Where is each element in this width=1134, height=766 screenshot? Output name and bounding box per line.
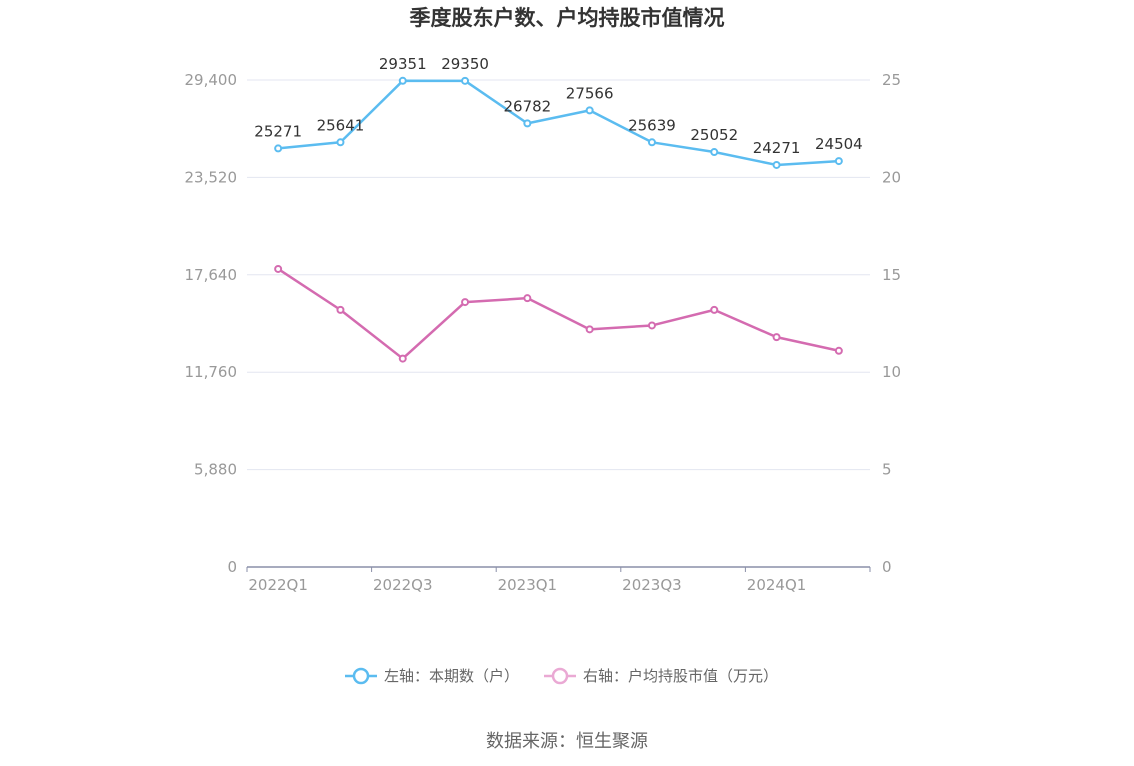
data-label: 25052 (690, 126, 738, 144)
right-tick-label: 25 (882, 71, 901, 89)
data-point[interactable] (398, 76, 407, 85)
x-axis: 2022Q1 2022Q3 2023Q1 2023Q3 2024Q1 (246, 566, 871, 594)
right-axis: 0 5 10 15 20 25 (882, 71, 901, 576)
x-tick-label: 2023Q1 (498, 576, 558, 594)
left-tick-label: 23,520 (185, 168, 238, 186)
series-layer: 25271 25641 29351 29350 26782 27566 25639 25052… (254, 55, 863, 363)
left-axis: 0 5,880 11,760 17,640 23,520 29,400 (185, 71, 238, 576)
series-line (277, 267, 840, 360)
data-point[interactable] (647, 321, 656, 330)
data-point[interactable] (647, 138, 656, 147)
data-point[interactable] (710, 305, 719, 314)
legend[interactable]: 左轴：本期数（户） 右轴：户均持股市值（万元） (345, 667, 778, 685)
left-tick-label: 29,400 (185, 71, 238, 89)
data-label: 24504 (815, 135, 863, 153)
right-tick-label: 15 (882, 266, 901, 284)
series-line (278, 79, 839, 167)
data-point[interactable] (336, 138, 345, 147)
left-tick-label: 0 (227, 558, 237, 576)
data-point[interactable] (523, 119, 532, 128)
data-point[interactable] (523, 294, 532, 303)
right-tick-label: 0 (882, 558, 892, 576)
data-label: 25639 (628, 116, 676, 134)
data-label: 24271 (753, 139, 801, 157)
data-point[interactable] (772, 160, 781, 169)
legend-label: 右轴：户均持股市值（万元） (583, 667, 778, 685)
left-tick-label: 11,760 (185, 363, 238, 381)
data-point[interactable] (461, 76, 470, 85)
legend-marker-icon (551, 667, 569, 685)
grid (247, 79, 870, 471)
right-tick-label: 20 (882, 168, 901, 186)
series-2 (274, 264, 843, 363)
data-point[interactable] (834, 346, 843, 355)
data-label: 29351 (379, 55, 427, 73)
data-label: 27566 (566, 84, 614, 102)
data-point[interactable] (336, 305, 345, 314)
data-point[interactable] (398, 354, 407, 363)
data-point[interactable] (274, 264, 283, 273)
source-note: 数据来源：恒生聚源 (486, 731, 648, 752)
legend-marker-icon (352, 667, 370, 685)
data-label: 29350 (441, 55, 489, 73)
data-label: 25271 (254, 122, 302, 140)
data-label: 25641 (317, 116, 365, 134)
x-tick-label: 2023Q3 (622, 576, 682, 594)
left-tick-label: 17,640 (185, 266, 238, 284)
legend-item-2[interactable]: 右轴：户均持股市值（万元） (544, 667, 778, 685)
series-1: 25271 25641 29351 29350 26782 27566 25639 25052… (254, 55, 863, 169)
data-point[interactable] (461, 298, 470, 307)
data-point[interactable] (710, 148, 719, 157)
data-point[interactable] (834, 157, 843, 166)
data-point[interactable] (585, 106, 594, 115)
data-point[interactable] (585, 325, 594, 334)
right-tick-label: 5 (882, 461, 892, 479)
chart-title: 季度股东户数、户均持股市值情况 (410, 6, 725, 30)
data-point[interactable] (772, 333, 781, 342)
x-tick-label: 2022Q3 (373, 576, 433, 594)
legend-label: 左轴：本期数（户） (384, 667, 519, 685)
x-tick-label: 2024Q1 (747, 576, 807, 594)
data-point[interactable] (274, 144, 283, 153)
left-tick-label: 5,880 (194, 461, 237, 479)
x-tick-label: 2022Q1 (248, 576, 308, 594)
right-tick-label: 10 (882, 363, 901, 381)
legend-item-1[interactable]: 左轴：本期数（户） (345, 667, 519, 685)
data-label: 26782 (503, 97, 551, 115)
